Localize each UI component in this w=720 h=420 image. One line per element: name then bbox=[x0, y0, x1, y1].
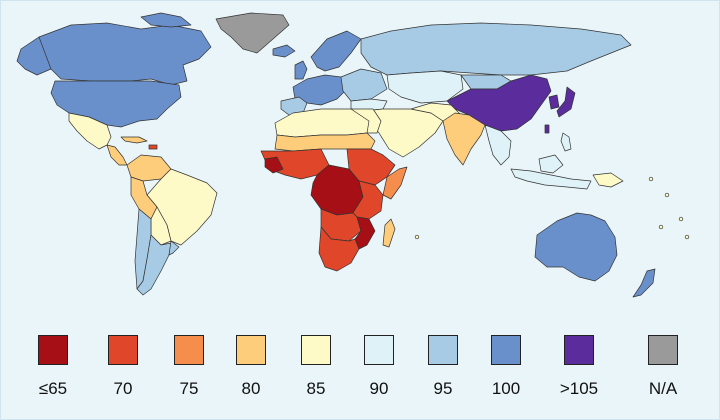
canada-islands bbox=[140, 12, 192, 28]
malaysia-indonesia bbox=[510, 168, 592, 190]
japan bbox=[556, 86, 576, 118]
greenland bbox=[215, 12, 290, 54]
russia bbox=[360, 22, 632, 76]
legend-swatch bbox=[236, 335, 266, 365]
southern-africa bbox=[318, 226, 360, 272]
philippines bbox=[560, 132, 572, 152]
canada bbox=[38, 22, 212, 86]
india bbox=[442, 112, 486, 166]
central-america bbox=[106, 144, 128, 166]
uk bbox=[294, 60, 308, 80]
madagascar bbox=[382, 218, 396, 248]
pacific-island bbox=[658, 224, 664, 230]
mozambique bbox=[354, 216, 376, 250]
haiti bbox=[148, 144, 158, 150]
legend: ≤65 70 75 80 85 90 95 100 >105 N/A bbox=[1, 335, 720, 415]
legend-swatch bbox=[564, 335, 594, 365]
west-africa-coast bbox=[264, 156, 284, 174]
new-zealand bbox=[632, 268, 656, 298]
pacific-island bbox=[664, 192, 670, 198]
egypt bbox=[350, 108, 382, 134]
legend-label: >105 bbox=[559, 379, 599, 398]
legend-swatch bbox=[38, 335, 68, 365]
legend-swatch bbox=[364, 335, 394, 365]
indian-ocean-island bbox=[414, 234, 420, 240]
uruguay bbox=[168, 240, 180, 256]
alaska bbox=[16, 36, 52, 76]
australia bbox=[534, 212, 618, 282]
iceland bbox=[272, 44, 296, 58]
legend-swatch bbox=[301, 335, 331, 365]
legend-swatch bbox=[428, 335, 458, 365]
borneo bbox=[538, 154, 564, 174]
korea bbox=[548, 94, 560, 110]
legend-label: 85 bbox=[306, 379, 326, 398]
legend-label: 100 bbox=[491, 379, 521, 398]
papua-new-guinea bbox=[592, 172, 624, 188]
scandinavia bbox=[310, 30, 362, 72]
world-map-svg bbox=[16, 12, 690, 298]
legend-swatch bbox=[174, 335, 204, 365]
southeast-asia bbox=[484, 124, 512, 166]
legend-label: 90 bbox=[369, 379, 389, 398]
usa bbox=[50, 80, 182, 128]
pacific-island bbox=[648, 176, 654, 182]
legend-label: 75 bbox=[179, 379, 199, 398]
legend-label: 70 bbox=[113, 379, 133, 398]
pacific-island bbox=[684, 234, 690, 240]
legend-swatch bbox=[491, 335, 521, 365]
legend-swatch bbox=[648, 335, 678, 365]
caribbean bbox=[120, 136, 148, 144]
mexico bbox=[68, 112, 112, 150]
legend-label: N/A bbox=[648, 379, 678, 398]
world-map bbox=[11, 9, 711, 321]
eastern-europe bbox=[340, 68, 388, 102]
argentina bbox=[136, 234, 172, 296]
taiwan bbox=[544, 124, 550, 134]
legend-label: ≤65 bbox=[38, 379, 68, 398]
legend-swatch bbox=[108, 335, 138, 365]
legend-label: 95 bbox=[433, 379, 453, 398]
central-asia bbox=[386, 70, 464, 104]
pacific-island bbox=[678, 216, 684, 222]
legend-label: 80 bbox=[241, 379, 261, 398]
